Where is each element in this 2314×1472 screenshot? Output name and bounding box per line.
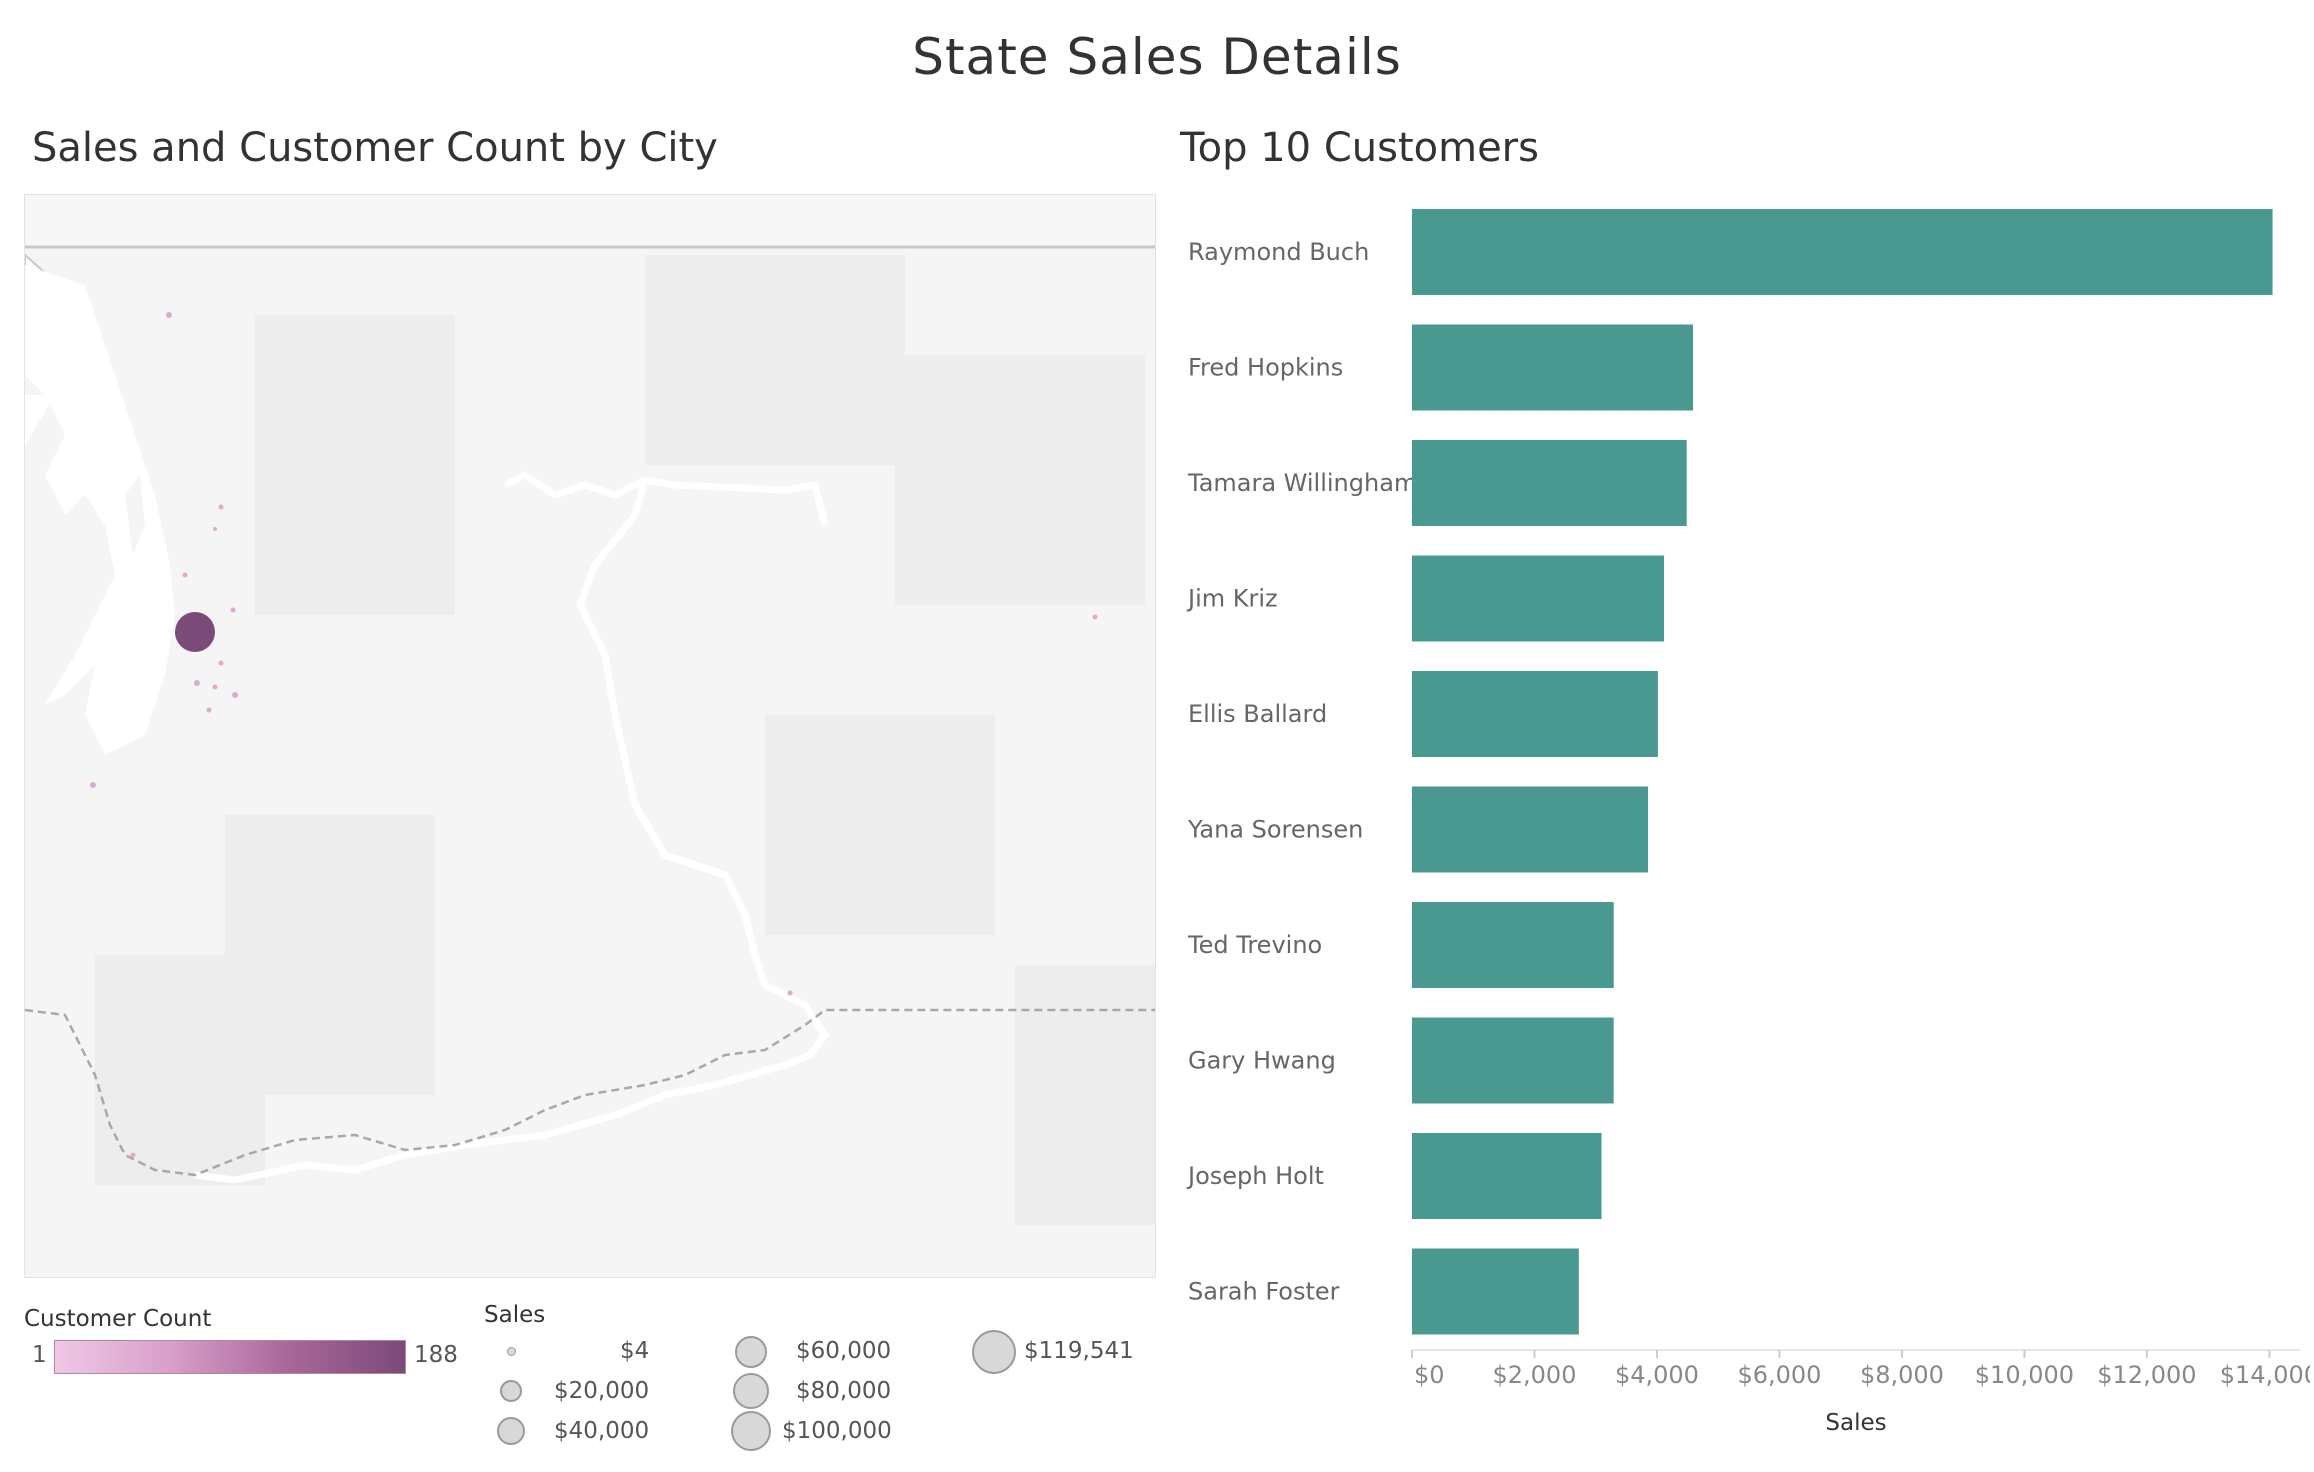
customer-label: Raymond Buch (1188, 238, 1369, 266)
strait-water-2 (25, 395, 55, 445)
customer-label: Gary Hwang (1188, 1047, 1336, 1075)
customer-bar[interactable] (1412, 209, 2273, 295)
customer-bar[interactable] (1412, 555, 1665, 642)
sales-legend-label: $20,000 (554, 1378, 650, 1404)
puget-sound-water (25, 265, 175, 755)
x-tick-label: $6,000 (1737, 1361, 1821, 1389)
x-tick-label: $12,000 (2097, 1361, 2196, 1389)
state-border-south (25, 1008, 1155, 1177)
sales-legend-circle (507, 1347, 516, 1356)
customer-bar[interactable] (1412, 1017, 1614, 1104)
customer-label: Tamara Willingham (1187, 469, 1417, 497)
sales-legend-label: $60,000 (796, 1338, 892, 1364)
customer-label: Jim Kriz (1186, 585, 1278, 613)
city-marker[interactable] (212, 684, 218, 690)
city-marker[interactable] (230, 607, 236, 613)
customer-bar[interactable] (1412, 1248, 1579, 1335)
customer-label: Sarah Foster (1188, 1278, 1340, 1306)
x-tick-label: $4,000 (1615, 1361, 1699, 1389)
city-marker[interactable] (213, 527, 217, 531)
sales-legend-circle (972, 1330, 1016, 1374)
city-marker[interactable] (1092, 614, 1098, 620)
x-tick-label: $14,000 (2220, 1361, 2310, 1389)
city-markers[interactable] (90, 312, 1098, 1158)
city-marker[interactable] (206, 707, 212, 713)
x-tick-label: $0 (1414, 1361, 1445, 1389)
city-marker[interactable] (787, 990, 793, 996)
city-marker[interactable] (232, 692, 238, 698)
sales-legend-label: $80,000 (796, 1378, 892, 1404)
sales-legend-circle (497, 1417, 525, 1445)
city-marker[interactable] (90, 782, 96, 788)
customer-label: Ted Trevino (1187, 931, 1322, 959)
city-marker[interactable] (218, 504, 224, 510)
x-tick-label: $8,000 (1860, 1361, 1944, 1389)
terrain-shading (95, 255, 1155, 1225)
map-title: Sales and Customer Count by City (32, 125, 718, 171)
customer-bar[interactable] (1412, 671, 1658, 757)
customer-count-max: 188 (414, 1342, 458, 1368)
map-view[interactable] (24, 194, 1156, 1278)
customer-label: Ellis Ballard (1188, 700, 1327, 728)
sales-legend-circle (500, 1380, 522, 1402)
customer-label: Joseph Holt (1186, 1162, 1324, 1190)
customer-bar[interactable] (1412, 324, 1694, 411)
bar-chart[interactable]: Raymond Buch Fred Hopkins Tamara Willingha… (1170, 190, 2310, 1470)
x-tick-label: $2,000 (1492, 1361, 1576, 1389)
island (125, 475, 145, 555)
sales-legend-label: $40,000 (554, 1418, 650, 1444)
sales-legend-label: $100,000 (782, 1418, 892, 1444)
customer-bar[interactable] (1412, 1133, 1602, 1219)
customer-bar[interactable] (1412, 902, 1614, 988)
bar-chart-title: Top 10 Customers (1180, 125, 1539, 171)
x-axis-title: Sales (1825, 1410, 1886, 1436)
customer-count-legend-title: Customer Count (24, 1306, 212, 1332)
sales-legend-circle (735, 1336, 767, 1368)
sales-legend-label: $4 (620, 1338, 650, 1364)
sales-legend-circle (733, 1373, 769, 1409)
customer-label: Yana Sorensen (1187, 816, 1363, 844)
canada-region (25, 195, 1155, 245)
customer-label: Fred Hopkins (1188, 354, 1343, 382)
sales-legend-label: $119,541 (1024, 1338, 1134, 1364)
sales-legend-circle (731, 1411, 771, 1451)
columbia-river (194, 470, 830, 1184)
city-marker[interactable] (218, 660, 224, 666)
map-canvas[interactable] (25, 195, 1155, 1277)
customer-count-min: 1 (32, 1342, 47, 1368)
city-marker[interactable] (130, 1152, 136, 1158)
city-marker[interactable] (182, 572, 188, 578)
customer-count-gradient (54, 1340, 406, 1374)
city-marker-seattle[interactable] (175, 612, 215, 652)
sales-legend-title: Sales (484, 1302, 546, 1328)
city-marker[interactable] (166, 312, 172, 318)
customer-bar[interactable] (1412, 786, 1649, 873)
x-tick-label: $10,000 (1975, 1361, 2074, 1389)
city-marker[interactable] (194, 680, 200, 686)
dashboard-title: State Sales Details (912, 28, 1402, 86)
customer-bar[interactable] (1412, 440, 1687, 526)
